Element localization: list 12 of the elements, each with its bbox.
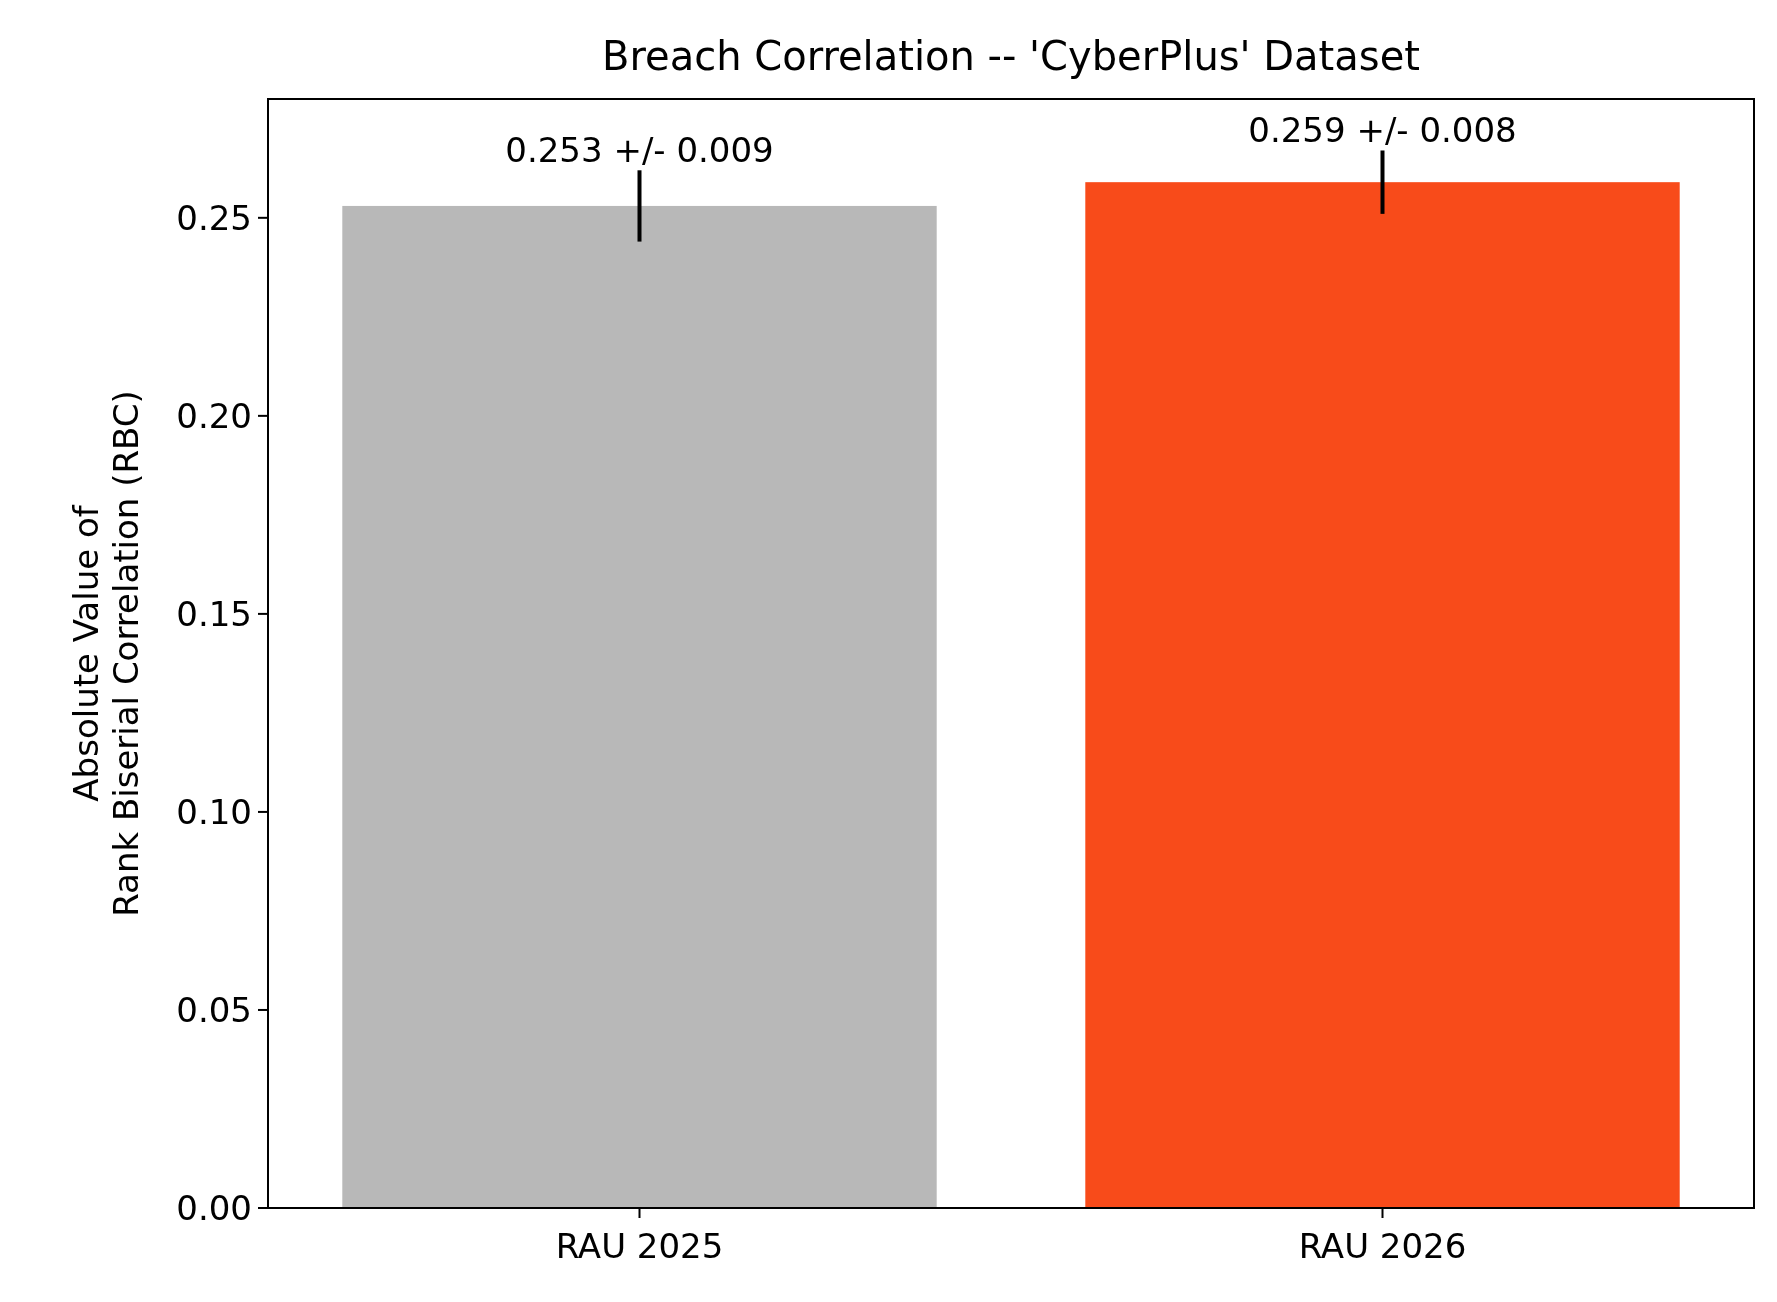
data-label: 0.259 +/- 0.008 — [1248, 110, 1517, 151]
y-tick-label: 0.25 — [176, 197, 252, 238]
y-tick-label: 0.15 — [176, 593, 252, 634]
y-tick-label: 0.05 — [176, 989, 252, 1030]
data-label: 0.253 +/- 0.009 — [505, 130, 774, 171]
y-tick-label: 0.20 — [176, 395, 252, 436]
y-tick-label: 0.10 — [176, 791, 252, 832]
chart-title: Breach Correlation -- 'CyberPlus' Dataset — [602, 33, 1420, 79]
x-tick-label: RAU 2026 — [1298, 1226, 1467, 1266]
x-tick-label: RAU 2025 — [555, 1226, 724, 1266]
y-tick-label: 0.00 — [176, 1187, 252, 1228]
y-axis-title: Absolute Value of Rank Biserial Correlation (RBC) — [66, 390, 146, 917]
